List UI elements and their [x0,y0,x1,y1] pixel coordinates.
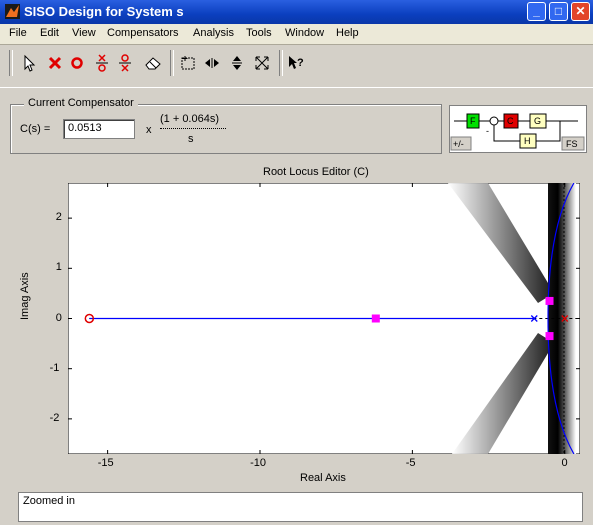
add-lead-icon[interactable] [92,53,112,73]
feedback-line [536,121,561,142]
summing-junction [489,116,499,126]
menu-analysis[interactable]: Analysis [193,27,234,39]
feedback-line [493,125,520,142]
damping-region-lower [452,333,554,454]
toolbar: ? [0,45,593,88]
fraction-line [160,128,226,129]
closed-loop-pole-marker[interactable] [545,332,554,341]
closed-loop-pole-marker[interactable] [545,296,554,305]
fs-button[interactable] [561,136,585,151]
matlab-icon [5,4,20,19]
h-block-label: H [524,136,531,146]
compensator-denominator[interactable]: s [188,133,194,145]
maximize-button[interactable]: □ [549,2,568,21]
fs-button-label: FS [566,139,578,149]
menu-view[interactable]: View [72,27,96,39]
root-locus-axes[interactable] [68,183,580,454]
x-tick-label: -5 [405,457,416,469]
open-loop-pole[interactable] [530,315,538,322]
y-tick-label: 1 [55,261,62,274]
plot-title: Root Locus Editor (C) [263,166,369,178]
add-pole-icon[interactable] [45,53,65,73]
f-block-label: F [470,116,476,126]
zoom-fit-icon[interactable] [252,53,272,73]
current-compensator-title: Current Compensator [24,97,138,109]
sign-toggle-label: +/- [453,139,464,149]
feedback-block-diagram[interactable]: F - C G H +/- FS [449,105,587,153]
times-sign: x [146,124,152,136]
toolbar-grip [9,50,13,76]
x-tick-label: 0 [561,457,568,469]
menu-compensators[interactable]: Compensators [107,27,179,39]
arrow-pointer-icon[interactable] [19,53,39,73]
y-tick-label: -2 [49,411,60,424]
add-zero-icon[interactable] [67,53,87,73]
toolbar-separator [170,50,174,76]
window-title: SISO Design for System s [24,4,184,19]
y-tick-label: 0 [55,311,62,324]
zoom-y-icon[interactable] [227,53,247,73]
status-text-box: Zoomed in [18,492,583,522]
x-tick-label: -15 [97,457,114,469]
compensator-numerator[interactable]: (1 + 0.064s) [160,113,220,125]
y-axis-label: Imag Axis [19,272,31,320]
close-button[interactable]: ✕ [571,2,590,21]
open-loop-zero[interactable] [84,313,95,324]
menu-window[interactable]: Window [285,27,325,39]
damping-region-upper [448,183,554,303]
menu-tools[interactable]: Tools [246,27,272,39]
eraser-icon[interactable] [143,53,163,73]
minus-sign: - [486,126,489,136]
menu-file[interactable]: File [9,27,27,39]
sign-toggle-button[interactable] [450,136,472,151]
svg-text:?: ? [297,57,304,69]
current-compensator-panel [10,104,442,154]
toolbar-separator [279,50,283,76]
zoom-box-icon[interactable] [178,53,198,73]
open-loop-pole[interactable] [561,315,569,322]
g-block-label: G [534,116,541,126]
menu-help[interactable]: Help [336,27,359,39]
x-tick-label: -10 [250,457,266,469]
whats-this-icon[interactable]: ? [286,53,306,73]
menu-bar: File Edit View Compensators Analysis Too… [0,24,593,45]
c-block-label: C [507,116,514,126]
y-tick-label: -1 [49,361,60,374]
y-tick-label: 2 [55,211,62,224]
zoom-x-icon[interactable] [202,53,222,73]
compensator-label: C(s) = [20,123,51,135]
closed-loop-pole-marker[interactable] [371,314,380,323]
title-bar: SISO Design for System s _ □ ✕ [0,0,593,24]
minimize-button[interactable]: _ [527,2,546,21]
x-axis-label: Real Axis [300,472,346,484]
add-lag-icon[interactable] [115,53,135,73]
menu-edit[interactable]: Edit [40,27,59,39]
compensator-gain-input[interactable]: 0.0513 [63,119,135,139]
